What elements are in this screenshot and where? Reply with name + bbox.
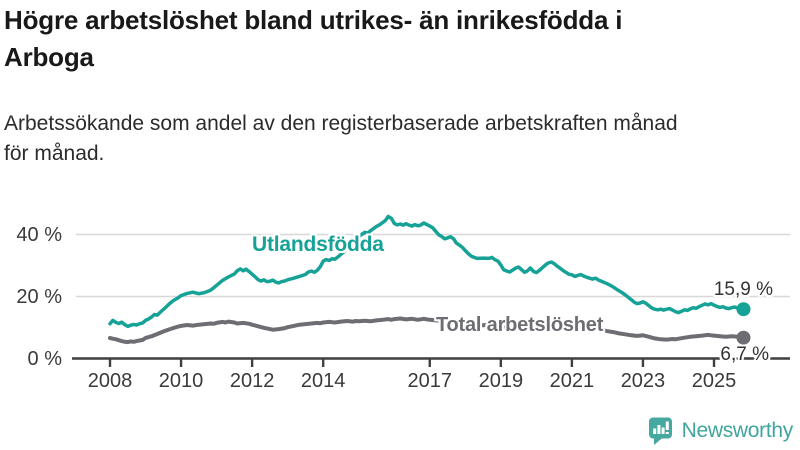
chart-subtitle-line-1: Arbetssökande som andel av den registerb… — [4, 112, 678, 135]
newsworthy-logo: Newsworthy — [648, 415, 793, 447]
series-line-utlandsfodda — [108, 214, 746, 329]
chart-title-line-1: Högre arbetslöshet bland utrikes- än inr… — [4, 5, 623, 35]
x-axis-label-2014: 2014 — [300, 370, 346, 392]
series-label-total-arbetsloshet: Total arbetslöshet — [436, 314, 604, 336]
x-axis-label-2012: 2012 — [229, 370, 275, 392]
series-label-utlandsfodda: Utlandsfödda — [252, 233, 384, 256]
chart-title: Högre arbetslöshet bland utrikes- än inr… — [4, 2, 784, 76]
newsworthy-bubble-chart-icon — [648, 417, 672, 445]
chart-title-line-2: Arboga — [4, 42, 94, 72]
x-axis-label-2010: 2010 — [158, 370, 204, 392]
end-value-label-utlandsfodda: 15,9 % — [713, 279, 773, 300]
x-axis-label-2025: 2025 — [691, 370, 737, 392]
x-axis-label-2008: 2008 — [87, 370, 133, 392]
series-end-dot-total — [736, 330, 751, 345]
chart-subtitle-line-2: för månad. — [4, 142, 105, 165]
y-axis-label-40: 40 % — [16, 223, 62, 246]
y-axis-label-0: 0 % — [27, 347, 62, 370]
x-axis-label-2023: 2023 — [620, 370, 666, 392]
end-value-label-total: 6,7 % — [720, 344, 769, 365]
y-axis-label-20: 20 % — [16, 285, 62, 308]
x-axis-label-2019: 2019 — [478, 370, 524, 392]
series-end-dot-utlandsfodda — [736, 302, 751, 317]
newsworthy-wordmark: Newsworthy — [681, 419, 794, 442]
x-axis-label-2021: 2021 — [549, 370, 595, 392]
chart-subtitle: Arbetssökande som andel av den registerb… — [4, 109, 784, 169]
series-line-total — [108, 316, 746, 345]
x-axis-label-2017: 2017 — [407, 370, 453, 392]
